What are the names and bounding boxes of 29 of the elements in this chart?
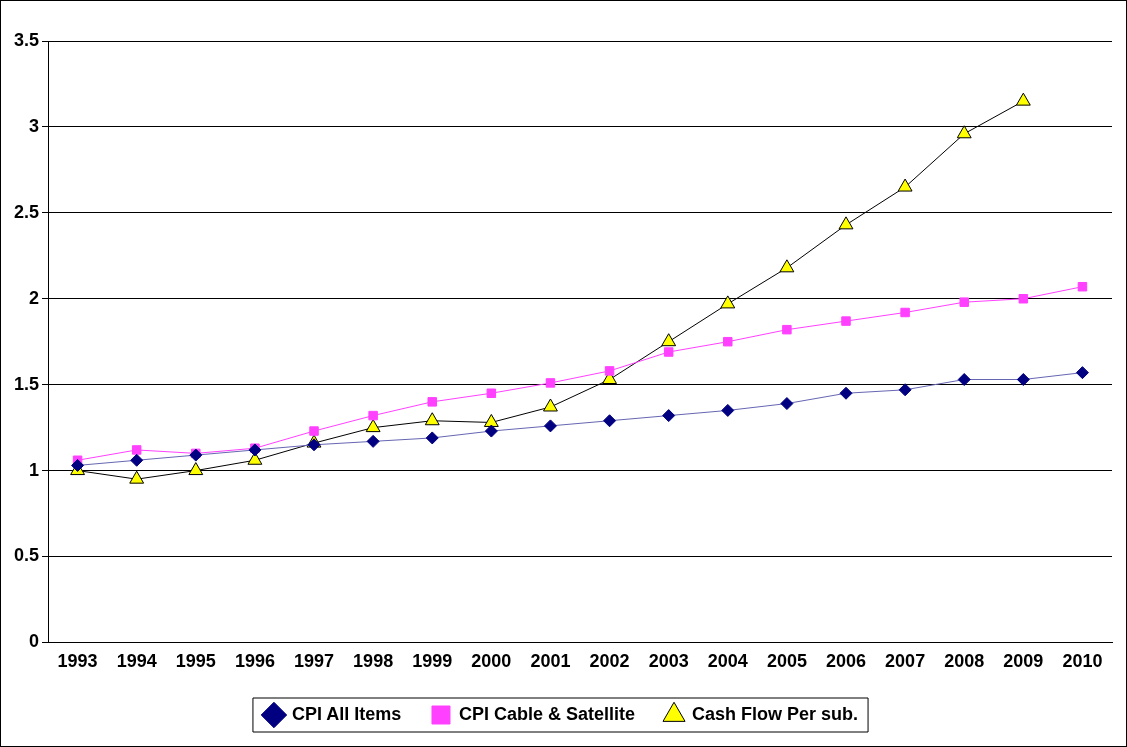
legend-label: CPI Cable & Satellite [458, 703, 636, 724]
x-tick-label: 2010 [1062, 651, 1103, 672]
x-tick-label: 2008 [944, 651, 985, 672]
y-tick-label: 2.5 [13, 201, 40, 222]
x-tick-label: 1998 [353, 651, 394, 672]
x-tick-label: 2000 [471, 651, 512, 672]
legend-label: Cash Flow Per sub. [692, 703, 859, 724]
x-tick-label: 2003 [648, 651, 689, 672]
y-tick-label: 2 [29, 287, 40, 308]
x-tick-label: 2004 [707, 651, 748, 672]
x-tick-label: 1997 [293, 651, 335, 672]
y-tick-label: 1 [29, 459, 40, 480]
x-tick-label: 1995 [175, 651, 216, 672]
x-tick-label: 2006 [825, 651, 867, 672]
y-tick-label: 1.5 [13, 373, 40, 394]
x-tick-label: 1993 [57, 651, 98, 672]
y-tick-label: 3.5 [13, 29, 40, 50]
y-tick-label: 0 [29, 631, 40, 652]
y-tick-label: 0.5 [13, 545, 40, 566]
x-tick-label: 2002 [589, 651, 630, 672]
x-tick-label: 2001 [530, 651, 571, 672]
x-tick-label: 1994 [116, 651, 157, 672]
x-tick-label: 2007 [885, 651, 926, 672]
x-tick-label: 2005 [766, 651, 807, 672]
x-tick-label: 1999 [412, 651, 453, 672]
legend-label: CPI All Items [291, 703, 402, 724]
y-tick-label: 3 [29, 115, 40, 136]
x-tick-label: 2009 [1003, 651, 1044, 672]
x-tick-label: 1996 [234, 651, 275, 672]
